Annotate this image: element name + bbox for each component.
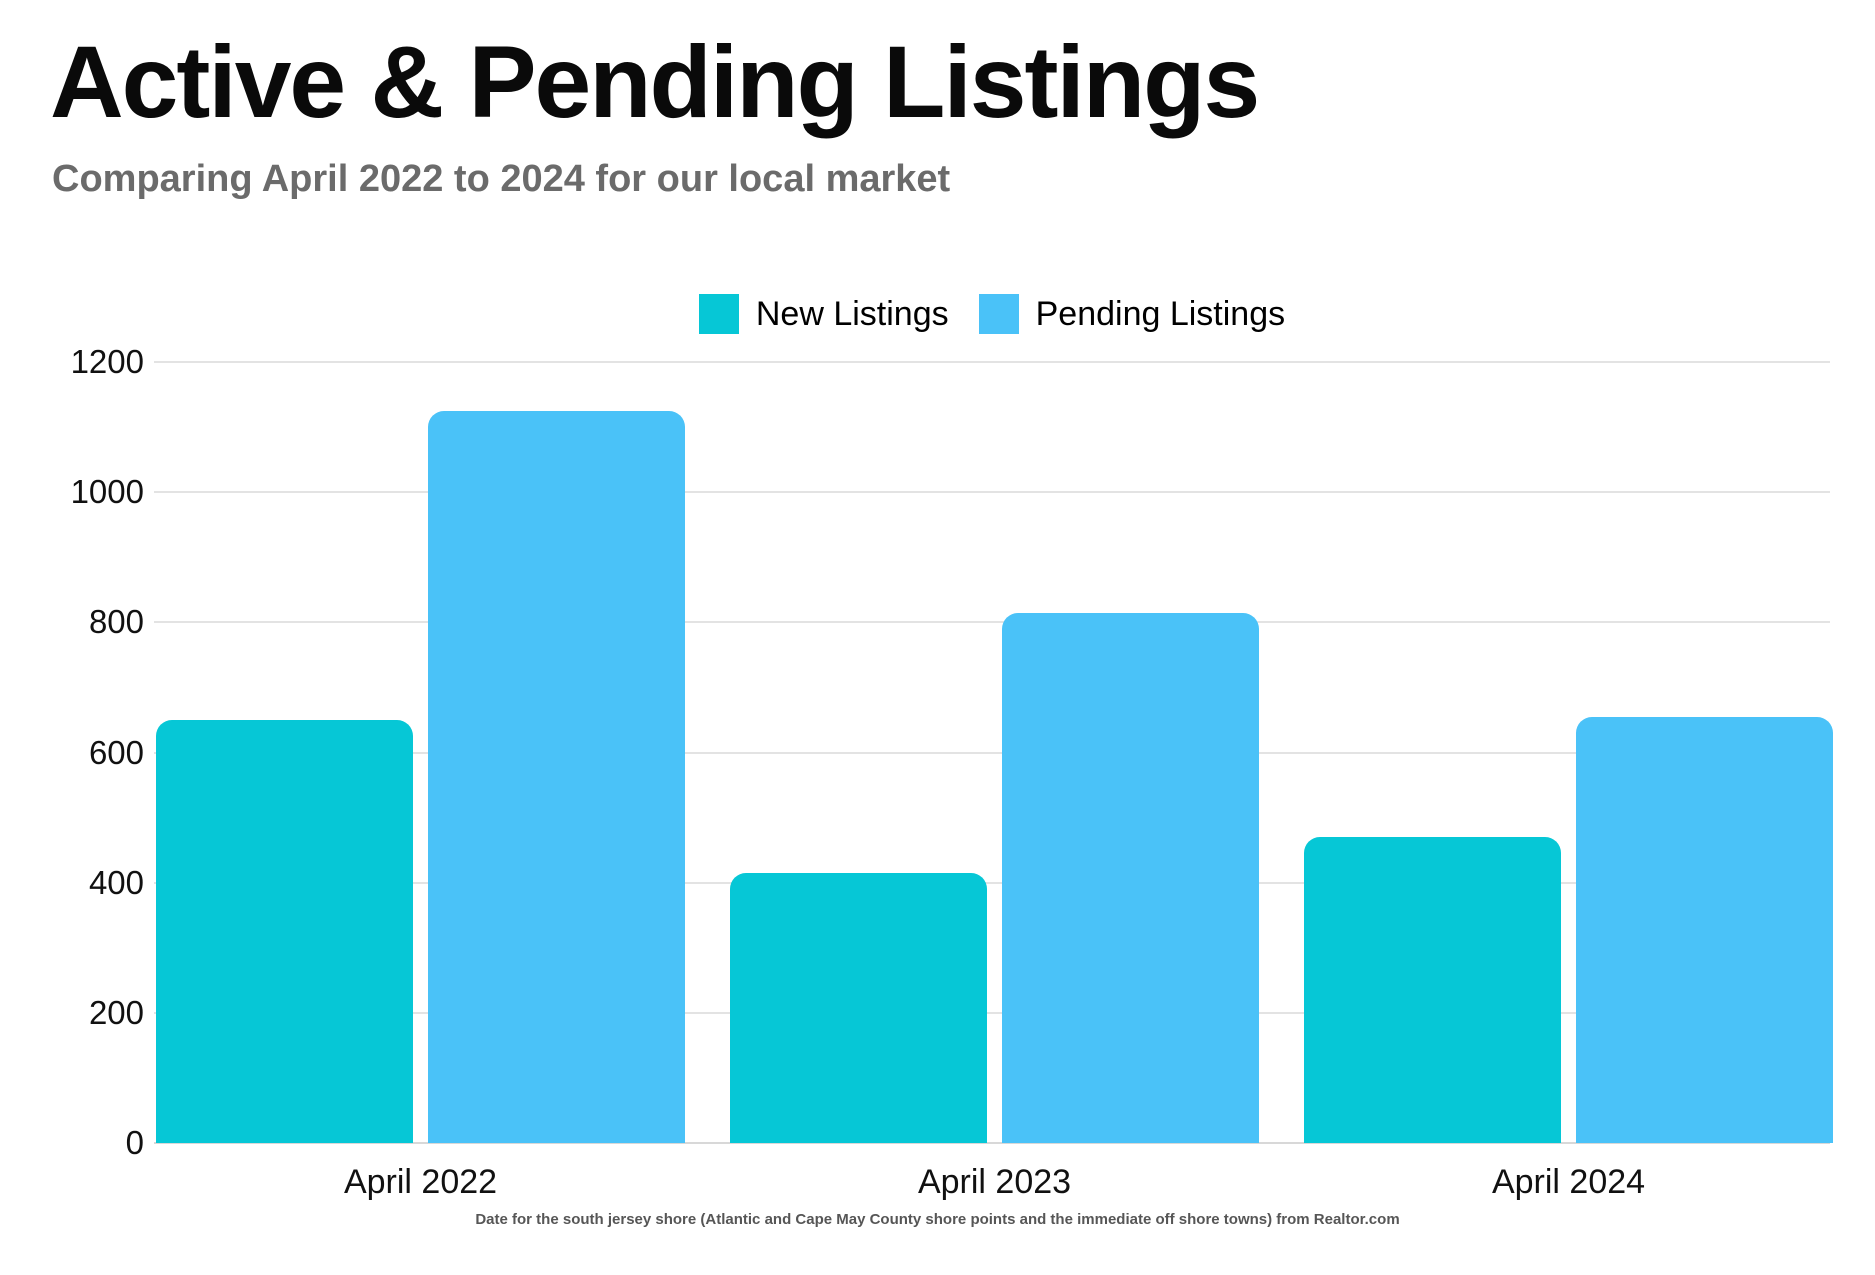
gridline-400 xyxy=(154,881,1830,884)
x-tick-label-april-2022: April 2022 xyxy=(343,1163,498,1201)
bar-new-listings-april-2023 xyxy=(730,872,987,1143)
bar-new-listings-april-2024 xyxy=(1304,837,1561,1143)
chart-subtitle: Comparing April 2022 to 2024 for our loc… xyxy=(52,158,951,200)
gridline-1200 xyxy=(154,361,1830,363)
bar-pending-listings-april-2022 xyxy=(428,410,685,1143)
x-tick-label-april-2023: April 2023 xyxy=(917,1163,1072,1201)
y-tick-label-800: 800 xyxy=(88,603,144,641)
y-tick-label-200: 200 xyxy=(88,993,144,1031)
y-tick-label-1000: 1000 xyxy=(70,473,144,511)
y-tick-label-400: 400 xyxy=(88,863,144,901)
legend-item-pending-listings: Pending Listings xyxy=(978,294,1286,334)
bar-pending-listings-april-2023 xyxy=(1002,612,1259,1143)
y-tick-label-1200: 1200 xyxy=(70,343,144,380)
legend-label-pending-listings: Pending Listings xyxy=(1035,294,1286,333)
plot-area xyxy=(154,361,1833,1144)
gridline-200 xyxy=(154,1011,1830,1014)
gridline-800 xyxy=(154,621,1830,624)
bar-new-listings-april-2022 xyxy=(156,719,413,1143)
chart-title: Active & Pending Listings xyxy=(50,25,1260,139)
gridline-600 xyxy=(154,751,1830,754)
legend-swatch-new-listings xyxy=(698,294,739,334)
y-tick-label-0: 0 xyxy=(125,1124,144,1161)
bar-pending-listings-april-2024 xyxy=(1576,716,1833,1143)
legend-item-new-listings: New Listings xyxy=(698,294,949,334)
gridline-1000 xyxy=(154,491,1830,494)
legend-label-new-listings: New Listings xyxy=(755,294,949,333)
source-note: Date for the south jersey shore (Atlanti… xyxy=(475,1211,1400,1228)
x-tick-label-april-2024: April 2024 xyxy=(1491,1163,1646,1201)
chart-legend: New Listings Pending Listings xyxy=(154,294,1830,334)
legend-swatch-pending-listings xyxy=(978,294,1019,334)
y-tick-label-600: 600 xyxy=(88,733,144,771)
gridline-0 xyxy=(154,1142,1830,1144)
